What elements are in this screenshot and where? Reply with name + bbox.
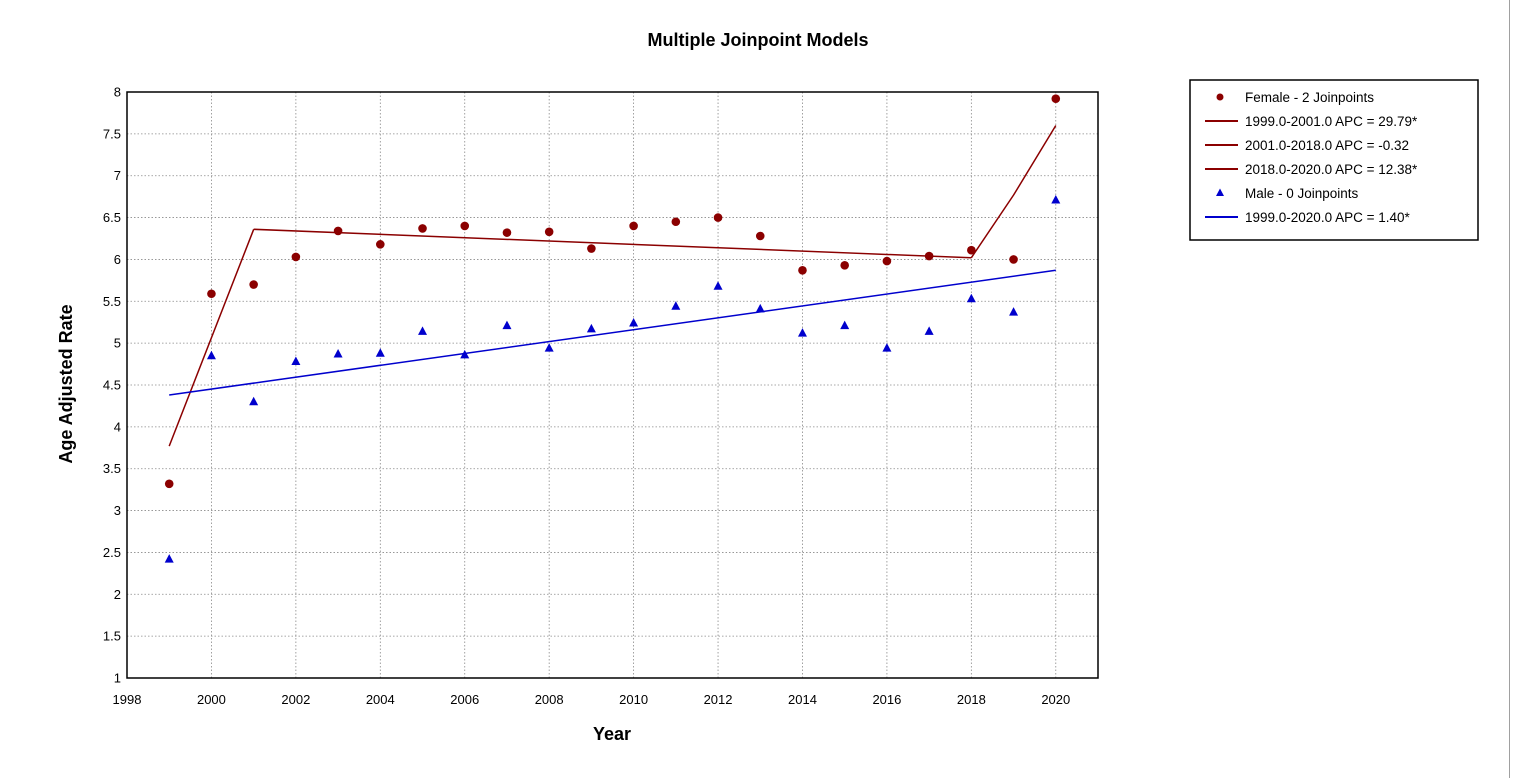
male-data-point <box>924 326 934 335</box>
female-data-point <box>376 240 385 249</box>
legend-label: 2001.0-2018.0 APC = -0.32 <box>1245 138 1409 153</box>
x-tick-label: 2004 <box>366 692 395 707</box>
female-data-point <box>207 289 216 299</box>
gridlines <box>127 92 1098 678</box>
x-tick-label: 2020 <box>1041 692 1070 707</box>
legend: Female - 2 Joinpoints 1999.0-2001.0 APC =… <box>1189 79 1479 241</box>
data-points <box>164 94 1061 563</box>
female-data-point <box>333 226 343 236</box>
male-data-point <box>966 293 976 303</box>
male-data-point <box>629 318 639 327</box>
legend-label: Female - 2 Joinpoints <box>1245 90 1374 105</box>
male-data-point <box>375 348 385 357</box>
female-data-point <box>924 251 934 261</box>
y-tick-label: 6.5 <box>103 210 121 225</box>
y-tick-label: 2.5 <box>103 545 121 560</box>
male-data-point <box>882 343 892 352</box>
female-data-point <box>840 260 849 270</box>
y-tick-label: 6 <box>114 252 121 267</box>
male-data-point <box>586 323 596 333</box>
female-data-point <box>1051 94 1061 103</box>
x-tick-label: 2014 <box>788 692 817 707</box>
female-data-point <box>291 252 301 262</box>
male-data-point <box>1009 307 1019 316</box>
legend-label: 2018.0-2020.0 APC = 12.38* <box>1245 162 1418 177</box>
y-tick-label: 4 <box>114 419 121 434</box>
male-data-point <box>333 349 343 358</box>
y-tick-label: 4.5 <box>103 378 121 393</box>
y-tick-label: 2 <box>114 587 121 602</box>
y-axis-ticks: 1 1.5 2 2.5 3 3.5 4 4.5 5 5.5 6 6.5 7 7.5 8 <box>103 85 121 686</box>
x-axis-ticks: 1998 2000 2002 2004 2006 2008 2010 2012 2014 2016… <box>113 692 1071 707</box>
female-data-point <box>713 213 723 222</box>
female-data-point <box>164 479 174 489</box>
male-data-point <box>206 350 216 360</box>
legend-label: 1999.0-2001.0 APC = 29.79* <box>1245 114 1418 129</box>
male-data-point <box>249 396 259 406</box>
legend-triangle-marker <box>1216 188 1224 196</box>
legend-label: 1999.0-2020.0 APC = 1.40* <box>1245 210 1411 225</box>
female-data-point <box>629 221 638 231</box>
y-tick-label: 1 <box>114 671 121 686</box>
x-tick-label: 2006 <box>450 692 479 707</box>
x-tick-label: 2016 <box>872 692 901 707</box>
female-data-point <box>544 227 554 237</box>
x-tick-label: 2010 <box>619 692 648 707</box>
male-data-point <box>164 554 174 563</box>
male-data-point <box>1051 194 1061 204</box>
y-tick-label: 7 <box>114 168 121 183</box>
legend-label: Male - 0 Joinpoints <box>1245 186 1359 201</box>
male-data-point <box>797 328 807 337</box>
y-tick-label: 5.5 <box>103 294 121 309</box>
female-data-point <box>755 231 765 241</box>
x-tick-label: 2018 <box>957 692 986 707</box>
female-data-point <box>967 245 976 255</box>
male-data-point <box>840 320 850 330</box>
y-tick-label: 7.5 <box>103 126 121 141</box>
female-data-point <box>1009 255 1018 264</box>
female-data-point <box>502 228 512 237</box>
male-data-point <box>460 349 470 359</box>
y-tick-label: 3 <box>114 503 121 518</box>
y-tick-label: 5 <box>114 336 121 351</box>
x-axis-title: Year <box>593 724 631 744</box>
y-tick-label: 8 <box>114 85 121 100</box>
y-tick-label: 1.5 <box>103 629 121 644</box>
female-data-point <box>418 224 427 233</box>
female-data-point <box>798 266 807 275</box>
male-data-point <box>502 320 512 330</box>
male-data-point <box>671 301 681 310</box>
fit-line <box>970 125 1057 259</box>
male-data-point <box>418 326 428 335</box>
plot-area-frame <box>126 91 1099 679</box>
window-border <box>1509 0 1510 778</box>
legend-items: Female - 2 Joinpoints 1999.0-2001.0 APC =… <box>1205 90 1418 225</box>
female-data-point <box>249 280 258 289</box>
fit-line <box>168 229 255 447</box>
fit-lines <box>168 125 1057 447</box>
male-data-point <box>291 356 301 366</box>
male-data-point <box>544 343 554 352</box>
chart-title: Multiple Joinpoint Models <box>648 30 869 50</box>
male-data-point <box>755 303 765 313</box>
female-data-point <box>587 244 596 253</box>
x-tick-label: 2000 <box>197 692 226 707</box>
female-data-point <box>882 256 892 266</box>
fit-line <box>253 228 972 259</box>
x-tick-label: 2012 <box>704 692 733 707</box>
x-tick-label: 2002 <box>281 692 310 707</box>
male-data-point <box>713 281 723 290</box>
y-tick-label: 3.5 <box>103 461 121 476</box>
y-axis-title: Age Adjusted Rate <box>56 304 76 463</box>
legend-circle-marker <box>1216 93 1224 101</box>
fit-line <box>169 269 1056 396</box>
female-data-point <box>671 217 681 227</box>
legend-box <box>1189 79 1479 241</box>
x-tick-label: 1998 <box>113 692 142 707</box>
female-data-point <box>460 221 470 231</box>
x-tick-label: 2008 <box>535 692 564 707</box>
